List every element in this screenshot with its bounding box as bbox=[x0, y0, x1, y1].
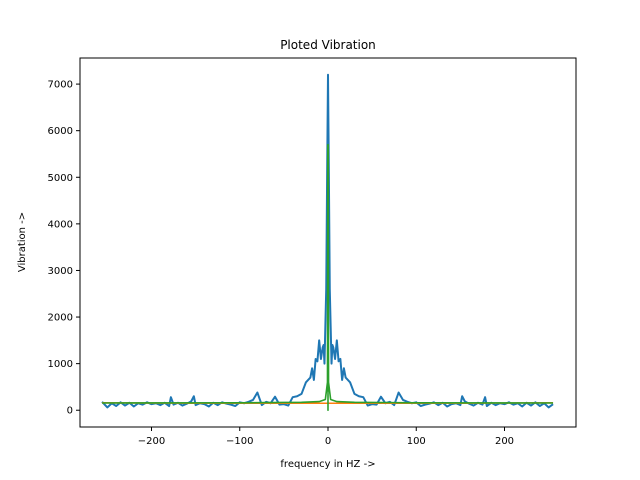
y-tick-label: 3000 bbox=[48, 266, 73, 277]
x-tick-label: −200 bbox=[138, 436, 165, 447]
x-axis-ticks: −200 −100 0 100 200 bbox=[138, 427, 514, 447]
y-tick-label: 1000 bbox=[48, 359, 73, 370]
y-axis-label: Vibration -> bbox=[17, 212, 28, 272]
x-axis-label: frequency in HZ -> bbox=[280, 459, 375, 470]
y-tick-label: 6000 bbox=[48, 126, 73, 137]
x-tick-label: 200 bbox=[495, 436, 514, 447]
series-layer bbox=[101, 73, 554, 412]
chart-title: Ploted Vibration bbox=[280, 38, 376, 52]
x-tick-label: 100 bbox=[407, 436, 426, 447]
y-tick-label: 7000 bbox=[48, 80, 73, 91]
x-tick-label: 0 bbox=[325, 436, 331, 447]
y-tick-label: 5000 bbox=[48, 173, 73, 184]
x-tick-label: −100 bbox=[226, 436, 253, 447]
y-tick-label: 0 bbox=[67, 406, 73, 417]
series-line-3 bbox=[102, 143, 554, 412]
y-axis-ticks: 0 1000 2000 3000 4000 5000 6000 7000 bbox=[48, 80, 80, 417]
y-tick-label: 4000 bbox=[48, 219, 73, 230]
y-tick-label: 2000 bbox=[48, 313, 73, 324]
